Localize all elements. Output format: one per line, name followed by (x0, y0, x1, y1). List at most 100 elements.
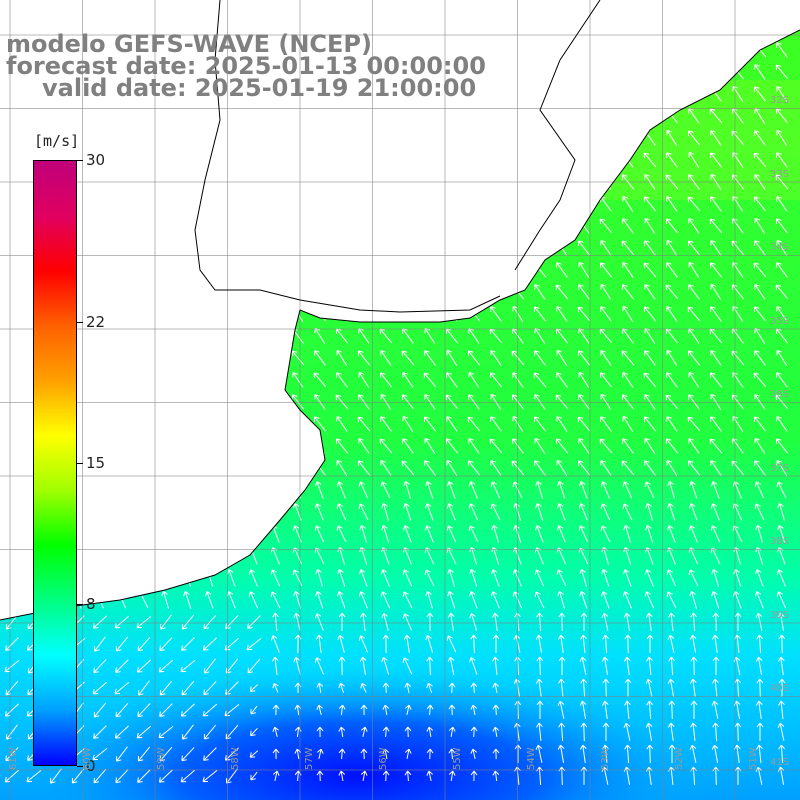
wind-arrow (622, 195, 634, 212)
wind-arrow (712, 722, 720, 742)
wind-arrow (600, 503, 611, 521)
colorbar-tick-label: 22 (86, 312, 106, 331)
wind-arrow (248, 151, 260, 168)
wind-arrow (313, 416, 326, 432)
wind-arrow (643, 262, 657, 278)
wind-arrow (709, 438, 723, 454)
wind-arrow (558, 678, 565, 698)
wind-arrow (225, 438, 238, 454)
wind-arrow (489, 262, 502, 278)
wind-arrow (138, 284, 150, 300)
wind-arrow (382, 770, 390, 782)
wind-arrow (470, 770, 478, 782)
wind-arrow (358, 503, 369, 521)
wind-arrow (492, 770, 500, 782)
wind-arrow (533, 152, 547, 168)
wind-arrow (181, 284, 194, 300)
wind-arrow (270, 569, 281, 587)
wind-arrow (446, 239, 458, 256)
wind-arrow (159, 152, 172, 168)
wind-arrow (688, 41, 700, 58)
wind-arrow (160, 130, 172, 146)
colorbar-tick-label: 0 (86, 757, 96, 775)
wind-arrow (6, 591, 17, 609)
wind-arrow (401, 240, 415, 256)
wind-arrow (600, 481, 610, 499)
wind-arrow (602, 722, 610, 741)
wind-arrow (623, 722, 631, 741)
wind-arrow (446, 481, 456, 499)
wind-arrow (468, 261, 480, 278)
wind-arrow (269, 372, 282, 388)
wind-arrow (380, 240, 392, 256)
wind-arrow (775, 218, 788, 234)
wind-arrow (579, 591, 588, 609)
wind-arrow (666, 525, 676, 543)
wind-arrow (755, 700, 763, 719)
wind-arrow (489, 218, 503, 234)
wind-arrow (203, 614, 217, 630)
wind-arrow (467, 350, 480, 366)
wind-arrow (138, 438, 150, 454)
wind-arrow (360, 748, 368, 760)
wind-arrow (204, 460, 216, 476)
wind-arrow (709, 152, 722, 168)
wind-arrow (6, 349, 18, 366)
wind-arrow (182, 262, 194, 278)
wind-arrow (203, 306, 216, 322)
wind-arrow (577, 460, 590, 476)
wind-arrow (316, 704, 323, 715)
wind-arrow (336, 503, 347, 521)
wind-arrow (578, 108, 590, 124)
latitude-label: 32S (770, 95, 790, 106)
wind-arrow (28, 108, 40, 124)
wind-arrow (754, 481, 765, 499)
wind-arrow (247, 130, 260, 146)
wind-arrow (534, 569, 545, 587)
wind-arrow (424, 107, 436, 124)
wind-arrow (247, 416, 261, 432)
wind-arrow (227, 524, 235, 543)
wind-arrow (269, 438, 283, 454)
wind-arrow (644, 437, 656, 454)
latitude-label: 34S (770, 242, 790, 253)
wind-arrow (556, 262, 568, 278)
wind-arrow (248, 218, 260, 234)
wind-arrow (558, 612, 566, 632)
wind-arrow (667, 634, 675, 653)
wind-arrow (94, 130, 106, 146)
wind-arrow (776, 262, 788, 278)
wind-arrow (688, 569, 699, 587)
wind-arrow (448, 770, 456, 782)
wind-arrow (6, 569, 17, 587)
wind-arrow (533, 372, 547, 388)
wind-arrow (161, 481, 170, 499)
wind-arrow (382, 634, 390, 654)
wind-arrow (732, 42, 744, 58)
wind-arrow (357, 306, 371, 322)
wind-arrow (687, 240, 700, 256)
wind-arrow (424, 284, 436, 300)
wind-arrow (6, 416, 18, 432)
wind-arrow (247, 658, 261, 674)
wind-arrow (360, 726, 368, 737)
wind-arrow (467, 130, 480, 146)
wind-arrow (556, 86, 568, 102)
wind-arrow (688, 261, 700, 278)
wind-arrow (314, 217, 326, 234)
wind-arrow (711, 591, 720, 609)
wind-arrow (71, 768, 85, 784)
wind-arrow (204, 107, 216, 124)
wind-arrow (138, 328, 150, 344)
wind-arrow (688, 284, 700, 300)
wind-arrow (402, 415, 414, 432)
wind-arrow (446, 196, 458, 212)
wind-arrow (490, 460, 502, 476)
wind-arrow (754, 130, 766, 146)
wind-arrow (182, 438, 194, 454)
wind-arrow (622, 262, 634, 278)
wind-arrow (624, 678, 632, 697)
wind-arrow (292, 218, 304, 234)
wind-arrow (270, 350, 282, 366)
wind-arrow (404, 682, 412, 694)
